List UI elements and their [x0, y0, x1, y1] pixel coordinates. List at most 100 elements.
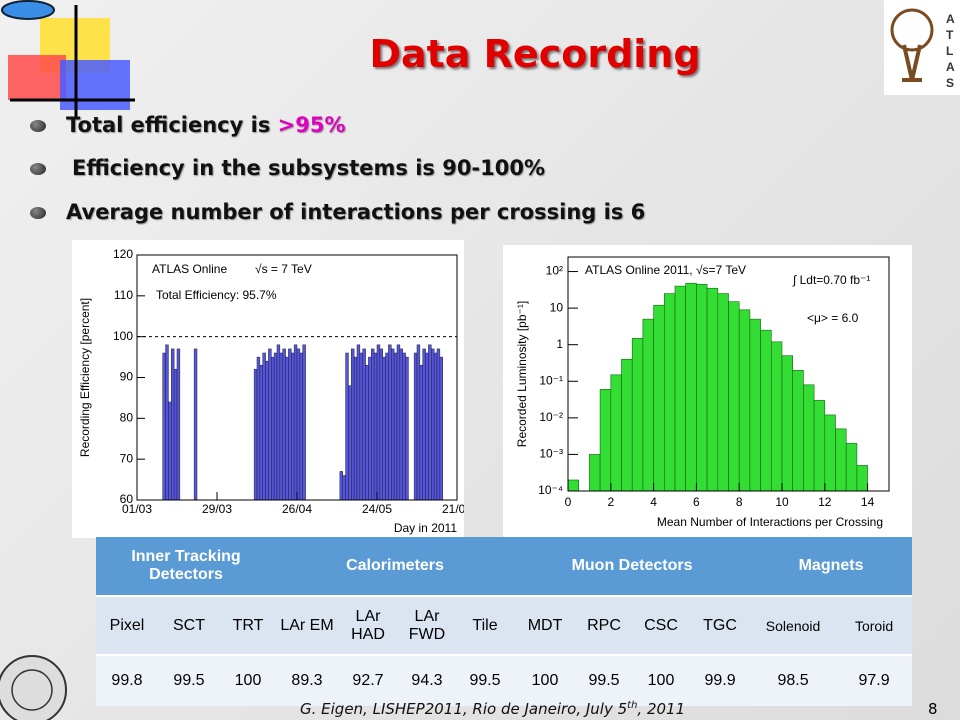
bar [416, 344, 421, 501]
bar [396, 344, 401, 501]
y-tick-label: 10⁻² [539, 410, 563, 424]
efficiency-value: 99.5 [158, 654, 220, 706]
footer-sup: th [627, 700, 638, 711]
histogram-bar [696, 283, 708, 492]
bar [368, 356, 372, 501]
bullet-highlight: >95% [277, 113, 346, 137]
x-tick-label: 26/04 [282, 502, 312, 516]
x-tick-label: 12 [818, 495, 832, 509]
efficiency-value: 100 [514, 654, 577, 706]
efficiency-value: 94.3 [398, 654, 456, 706]
bar [176, 348, 181, 501]
histogram-bar [803, 384, 815, 492]
page-number: 8 [928, 700, 938, 718]
group-row: Inner Tracking Detectors Calorimeters Mu… [96, 537, 913, 596]
bar [382, 356, 386, 501]
bar [353, 356, 358, 501]
histogram-bar [674, 285, 686, 492]
annotation: ATLAS Online 2011, √s=7 TeV [585, 263, 746, 277]
y-tick-label: 10² [546, 264, 563, 278]
bar [356, 344, 361, 501]
bullet: Efficiency in the subsystems is 90-100% [30, 156, 545, 180]
bar [279, 352, 283, 501]
subsystem-table: Inner Tracking Detectors Calorimeters Mu… [96, 537, 913, 706]
x-tick-label: 2 [607, 495, 614, 509]
histogram-bar [792, 369, 804, 492]
bar [376, 344, 381, 501]
bar [288, 348, 292, 501]
bar [393, 352, 398, 501]
efficiency-value: 99.9 [690, 654, 751, 706]
svg-text:S: S [946, 76, 954, 90]
bullet-text: Efficiency in the subsystems is 90-100% [72, 156, 546, 180]
histogram-bar [717, 293, 729, 492]
bar [193, 348, 198, 501]
bullet: Total efficiency is >95% [30, 113, 346, 137]
bar [262, 352, 266, 501]
annotation: √s = 7 TeV [255, 262, 312, 276]
efficiency-value: 100 [632, 654, 691, 706]
y-tick-label: 10 [550, 300, 564, 314]
bar [365, 365, 369, 501]
histogram-bar [813, 400, 826, 492]
histogram-bar [653, 304, 665, 492]
slide-title: Data Recording [369, 32, 701, 76]
histogram-bar [835, 428, 847, 492]
footer-text: , 2011 [637, 700, 686, 718]
bar [379, 348, 383, 501]
footer: G. Eigen, LISHEP2011, Rio de Janeiro, Ju… [300, 700, 685, 718]
y-tick-label: 100 [113, 329, 133, 343]
y-tick-label: 110 [114, 288, 133, 302]
subsystem-name: LAr EM [276, 595, 338, 655]
histogram-bar [610, 374, 622, 492]
bar [388, 344, 392, 501]
histogram-bar [749, 318, 761, 492]
histogram-bar [781, 355, 793, 492]
bar [291, 352, 295, 501]
bar [373, 352, 378, 501]
group-header: Inner Tracking Detectors [96, 537, 276, 596]
x-axis-label: Day in 2011 [394, 521, 457, 535]
x-tick-label: 01/03 [122, 502, 152, 516]
bar [165, 344, 169, 501]
annotation: ATLAS Online [152, 262, 227, 276]
subsystem-name: Tile [456, 595, 515, 655]
bar [436, 348, 441, 501]
atlas-logo: A T L A S [884, 0, 960, 95]
y-tick-label: 70 [120, 451, 134, 465]
bar [433, 352, 438, 501]
histogram-bar [621, 358, 633, 492]
bar [282, 348, 286, 501]
bar [259, 365, 263, 501]
x-tick-label: 21/06 [442, 502, 464, 516]
bar [256, 356, 261, 501]
histogram-bar [631, 337, 644, 492]
histogram-bar [856, 465, 868, 492]
x-tick-label: 29/03 [202, 502, 232, 516]
footer-text: G. Eigen, LISHEP2011, Rio de Janeiro, Ju… [300, 700, 628, 718]
y-axis-label: Recorded Luminosity [pb⁻¹] [515, 301, 529, 447]
annotation: <μ> = 6.0 [807, 311, 859, 325]
subsystem-name: SCT [158, 595, 220, 655]
subsystem-name: LAr HAD [338, 595, 398, 655]
bar [296, 348, 301, 501]
efficiency-value: 92.7 [338, 654, 398, 706]
group-header: Calorimeters [276, 537, 515, 596]
histogram-bar [770, 341, 783, 492]
histogram-bar [642, 318, 654, 492]
bar [268, 348, 272, 501]
bar [162, 352, 166, 501]
bar [168, 401, 172, 501]
bar [362, 348, 366, 501]
bar [348, 385, 352, 501]
subsystem-name: CSC [632, 595, 691, 655]
x-axis-label: Mean Number of Interactions per Crossing [657, 515, 883, 529]
histogram-bar [664, 293, 676, 492]
y-tick-label: 10⁻⁴ [538, 483, 563, 497]
efficiency-value: 100 [220, 654, 276, 706]
pileup-chart: 10⁻⁴ 10⁻³ 10⁻² 10⁻¹ 1 10 10² 0 2 4 6 8 10 12 14 Recorde… [503, 245, 912, 537]
svg-text:T: T [946, 28, 954, 42]
svg-text:L: L [946, 44, 953, 58]
bar [359, 352, 363, 501]
y-tick-label: 60 [120, 492, 134, 506]
